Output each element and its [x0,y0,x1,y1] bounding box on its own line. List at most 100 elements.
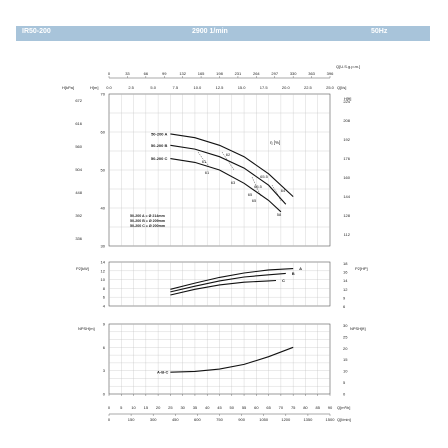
speed-label: 2900 1/min [192,28,228,35]
x-axis-tick-label: 90 [328,405,333,410]
x-axis-tick-label: 80 [303,405,308,410]
top-axis-tick-label: 396 [327,71,334,76]
lmin-axis-tick-label: 300 [150,417,157,422]
lmin-axis-tick-label: 1500 [326,417,336,422]
head-curve-50-200-A [170,133,294,198]
lmin-axis-tick-label: 450 [172,417,179,422]
head-curve-label: 50-200 B [151,143,168,148]
power-curve-label: B [292,271,295,276]
efficiency-isoline [197,151,210,167]
impeller-note: 50-200 A = Ø 214mm [130,214,165,218]
power-kw-tick-label: 12 [101,268,106,273]
top-axis-tick-label: 231 [235,71,242,76]
x-axis-tick-label: 20 [156,405,161,410]
power-hp-tick-label: 14 [343,278,348,283]
lmin-axis-title: Q[l/min] [337,417,351,422]
npsh-ft-tick-label: 5 [343,380,346,385]
npsh-ft-tick-label: 25 [343,334,348,339]
power-curve-label: C [282,278,285,283]
x-axis-tick-label: 15 [144,405,149,410]
head-curve-50-200-B [170,144,287,205]
head-kpa-tick-label: 672 [75,98,82,103]
npsh-m-tick-label: 9 [103,322,106,327]
ls-axis-tick-label: 12.5 [216,85,225,90]
head-m-tick-label: 70 [101,92,106,97]
power-hp-tick-label: 9 [343,295,346,300]
npsh-curve-A-B-C [170,346,294,373]
efficiency-label: 64 [281,188,286,193]
head-ft-tick-label: 128 [343,213,350,218]
x-axis-tick-label: 45 [217,405,222,410]
top-axis-tick-label: 165 [198,71,205,76]
ls-axis-tick-label: 10.0 [194,85,203,90]
power-hp-tick-label: 6 [343,304,346,309]
top-axis-tick-label: 132 [179,71,186,76]
x-axis-tick-label: 75 [291,405,296,410]
head-kpa-tick-label: 448 [75,190,82,195]
power-kw-tick-label: 6 [103,295,106,300]
head-m-tick-label: 40 [101,206,106,211]
efficiency-label: 63 [231,180,236,185]
lmin-axis-tick-label: 1050 [259,417,269,422]
x-axis-tick-label: 40 [205,405,210,410]
head-curve-50-200-C [170,158,282,213]
efficiency-label: 65 [248,192,253,197]
power-curve-A [170,268,294,290]
x-axis-tick-label: 25 [168,405,173,410]
lmin-axis-tick-label: 600 [194,417,201,422]
efficiency-label: 58 [277,212,282,217]
head-m-title: H[m] [90,85,98,90]
head-ft-tick-label: 224 [343,99,350,104]
lmin-axis-tick-label: 1200 [281,417,291,422]
efficiency-title: η [%] [270,140,280,145]
x-axis-tick-label: 0 [108,405,111,410]
ls-axis-tick-label: 15.0 [238,85,247,90]
npsh-ft-tick-label: 10 [343,369,348,374]
npsh-ft-tick-label: 15 [343,357,348,362]
head-ft-tick-label: 112 [344,232,351,237]
top-axis-tick-label: 330 [290,71,297,76]
power-curve-C [170,279,277,296]
npsh-ft-tick-label: 30 [343,323,348,328]
lmin-axis-tick-label: 900 [238,417,245,422]
efficiency-isoline [271,184,282,202]
power-hp-tick-label: 16 [343,270,348,275]
head-m-tick-label: 60 [101,130,106,135]
power-hp-tick-label: 12 [343,287,348,292]
power-kw-tick-label: 10 [101,277,106,282]
model-label: IR50-200 [22,28,51,35]
npsh-m-title: NPSH[m] [78,326,95,331]
x-axis-tick-label: 85 [315,405,320,410]
efficiency-label: 65.5 [260,174,269,179]
power-curve-label: A [299,266,302,271]
npsh-ft-tick-label: 20 [343,346,348,351]
head-kpa-tick-label: 392 [75,213,82,218]
efficiency-label: 61 [202,159,207,164]
efficiency-label: 61 [205,170,210,175]
impeller-note: 50-200 C = Ø 200mm [130,224,165,228]
efficiency-label: 65.5 [254,184,263,189]
power-kw-title: P2[kW] [76,266,89,271]
x-axis-tick-label: 5 [120,405,123,410]
ls-axis-tick-label: 0.0 [106,85,112,90]
impeller-note: 50-200 B = Ø 209mm [130,219,165,223]
x-axis-tick-label: 30 [180,405,185,410]
efficiency-label: 65 [252,198,257,203]
head-m-tick-label: 30 [101,244,106,249]
head-kpa-tick-label: 616 [75,121,82,126]
power-kw-tick-label: 14 [101,260,106,265]
x-axis-tick-label: 55 [242,405,247,410]
ls-axis-title: Q[l/s] [337,85,346,90]
x-axis-tick-label: 50 [230,405,235,410]
npsh-ft-title: NPSH[ft] [350,326,366,331]
head-curve-label: 50-200 C [151,156,168,161]
top-axis-tick-label: 66 [144,71,149,76]
head-kpa-tick-label: 336 [75,236,82,241]
x-axis-tick-label: 60 [254,405,259,410]
head-curve-label: 50-200 A [151,131,167,136]
power-kw-tick-label: 4 [103,304,106,309]
head-m-tick-label: 50 [101,168,106,173]
frequency-label: 50Hz [371,28,388,35]
x-axis-tick-label: 65 [266,405,271,410]
x-axis-tick-label: 70 [279,405,284,410]
